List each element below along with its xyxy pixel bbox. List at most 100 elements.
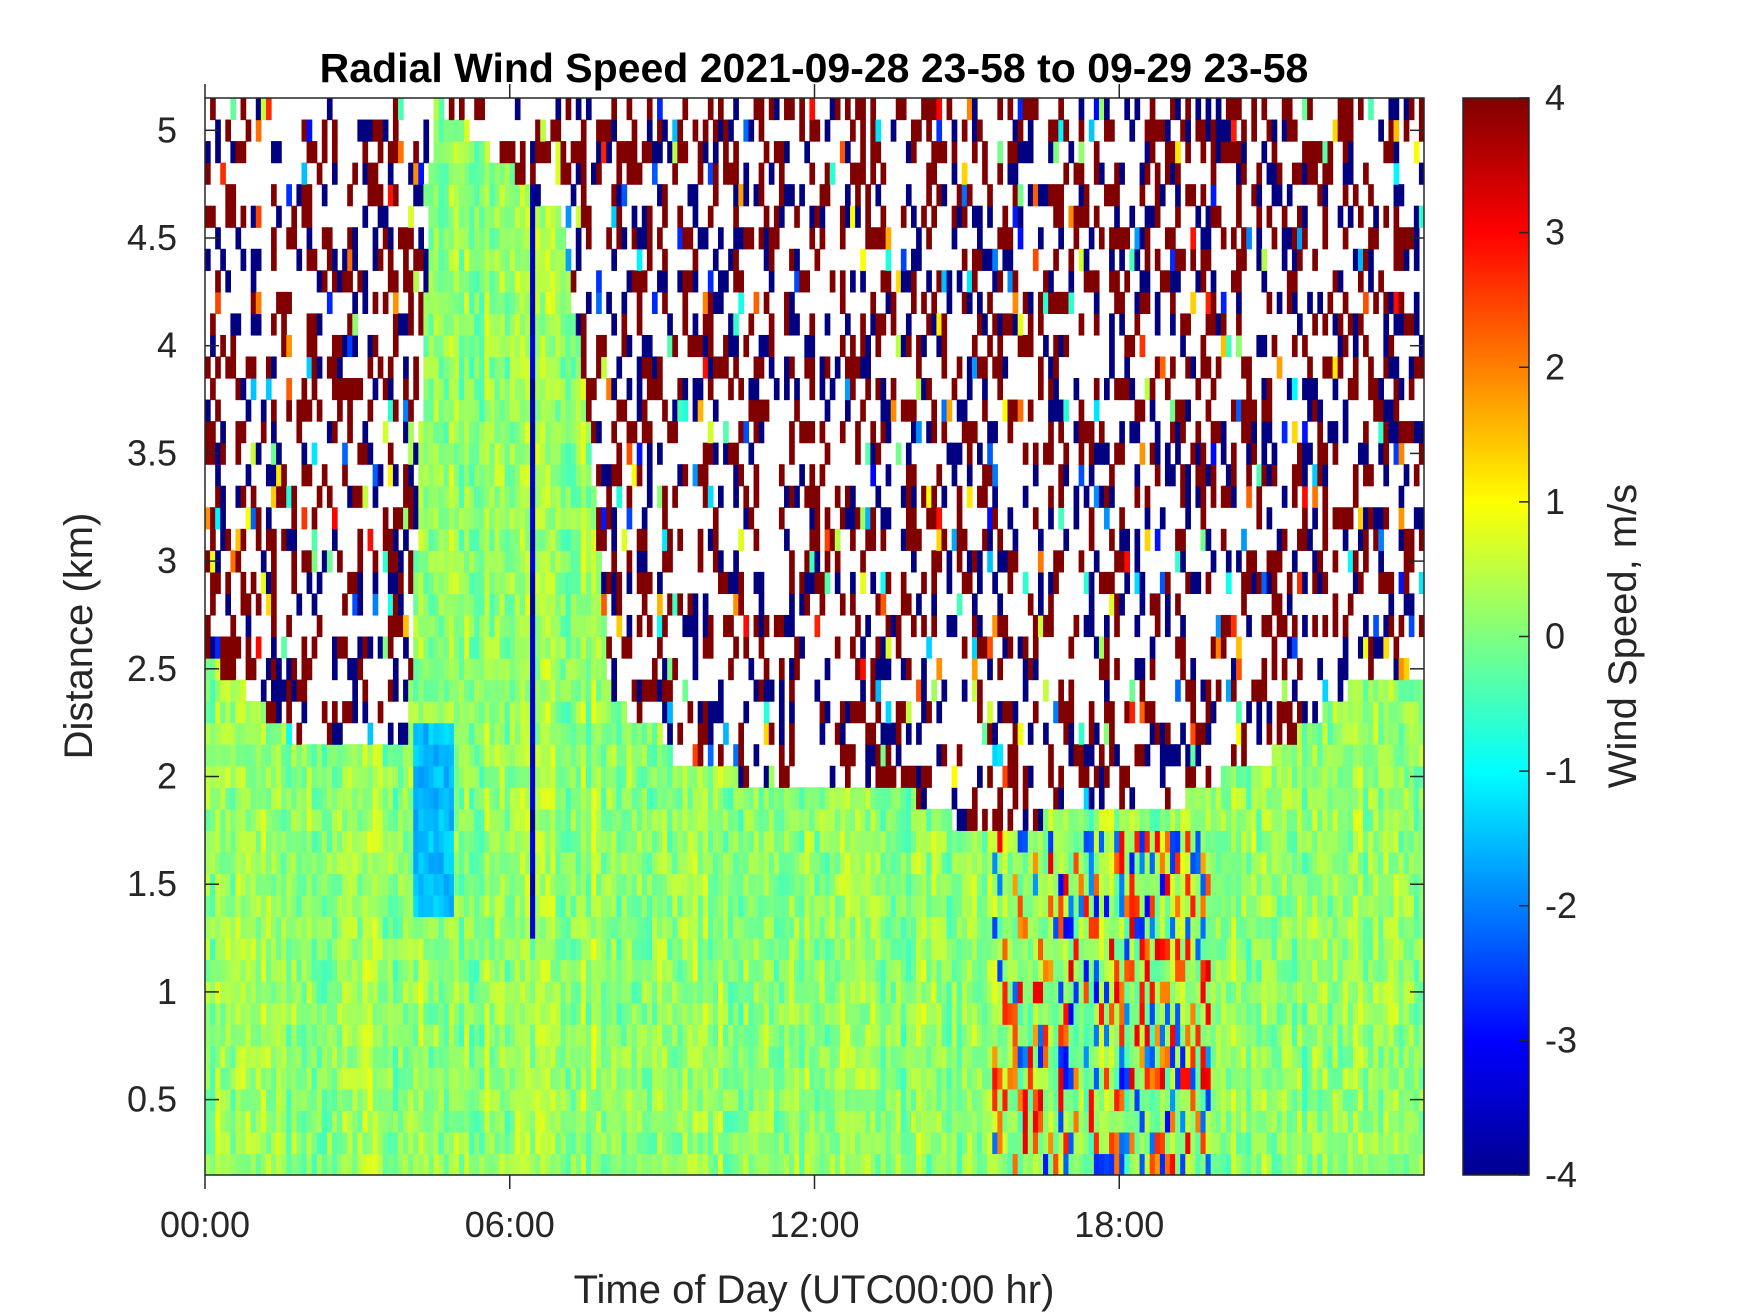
heatmap-cell	[453, 227, 460, 250]
heatmap-cell	[453, 636, 460, 659]
heatmap-cell	[809, 1024, 816, 1047]
heatmap-cell	[636, 981, 643, 1004]
heatmap-cell	[382, 787, 389, 810]
heatmap-cell	[408, 1002, 414, 1025]
heatmap-cell	[423, 593, 430, 616]
heatmap-cell	[519, 356, 526, 379]
heatmap-cell	[585, 1110, 592, 1133]
heatmap-cell	[697, 378, 704, 401]
heatmap-cell	[834, 571, 841, 595]
heatmap-cell	[387, 1153, 394, 1175]
heatmap-cell	[499, 421, 506, 444]
heatmap-cell	[362, 765, 369, 788]
heatmap-cell	[265, 356, 272, 379]
heatmap-cell	[784, 1045, 790, 1068]
heatmap-cell	[535, 184, 541, 207]
heatmap-cell	[276, 894, 282, 918]
heatmap-cell	[205, 1024, 211, 1047]
heatmap-cell	[215, 830, 221, 853]
heatmap-cell	[265, 744, 272, 767]
heatmap-cell	[524, 787, 531, 810]
heatmap-cell	[565, 507, 572, 530]
heatmap-cell	[438, 141, 445, 164]
heatmap-cell	[667, 959, 673, 982]
heatmap-cell	[347, 227, 353, 250]
heatmap-cell	[601, 722, 607, 745]
heatmap-cell	[560, 270, 567, 293]
heatmap-cell	[860, 248, 866, 271]
heatmap-cell	[662, 528, 668, 551]
heatmap-cell	[895, 1067, 902, 1090]
heatmap-cell	[479, 399, 485, 422]
heatmap-cell	[286, 1088, 292, 1111]
heatmap-cell	[205, 205, 211, 228]
heatmap-cell	[880, 571, 887, 595]
heatmap-cell	[347, 1002, 353, 1025]
heatmap-cell	[291, 1131, 298, 1155]
heatmap-cell	[535, 679, 541, 702]
heatmap-cell	[834, 1131, 841, 1155]
heatmap-cell	[321, 701, 328, 724]
heatmap-cell	[911, 1110, 917, 1133]
heatmap-cell	[250, 248, 257, 271]
heatmap-cell	[636, 571, 643, 595]
heatmap-cell	[707, 442, 714, 465]
heatmap-cell	[225, 722, 231, 745]
heatmap-cell	[697, 873, 704, 896]
heatmap-cell	[611, 571, 618, 595]
heatmap-cell	[844, 184, 851, 207]
heatmap-cell	[519, 894, 526, 918]
heatmap-cell	[718, 571, 724, 595]
heatmap-cell	[636, 1067, 643, 1090]
heatmap-cell	[469, 291, 475, 314]
heatmap-cell	[718, 119, 724, 142]
heatmap-cell	[306, 205, 313, 228]
heatmap-cell	[357, 916, 364, 939]
heatmap-cell	[768, 270, 775, 293]
heatmap-cell	[469, 507, 475, 530]
heatmap-cell	[210, 959, 216, 982]
heatmap-cell	[677, 141, 684, 164]
heatmap-cell	[712, 894, 719, 918]
heatmap-cell	[672, 485, 678, 508]
heatmap-cell	[464, 378, 470, 401]
heatmap-cell	[636, 291, 643, 314]
heatmap-cell	[271, 1110, 277, 1133]
heatmap-cell	[453, 765, 460, 788]
heatmap-cell	[753, 399, 760, 422]
heatmap-cell	[890, 787, 897, 810]
heatmap-cell	[784, 1110, 790, 1133]
heatmap-cell	[479, 1067, 485, 1090]
heatmap-cell	[733, 162, 739, 185]
heatmap-cell	[784, 141, 790, 164]
heatmap-cell	[448, 399, 455, 422]
heatmap-cell	[890, 830, 897, 853]
heatmap-cell	[265, 1024, 272, 1047]
heatmap-cell	[723, 614, 729, 638]
heatmap-cell	[423, 464, 430, 487]
heatmap-cell	[448, 162, 455, 185]
heatmap-cell	[342, 808, 348, 831]
heatmap-cell	[819, 938, 826, 961]
heatmap-cell	[337, 1024, 343, 1047]
heatmap-cell	[697, 1131, 704, 1155]
heatmap-cell	[575, 507, 582, 530]
heatmap-cell	[565, 765, 572, 788]
heatmap-cell	[265, 830, 272, 853]
heatmap-cell	[651, 744, 658, 767]
heatmap-cell	[494, 464, 501, 487]
heatmap-cell	[352, 744, 358, 767]
heatmap-cell	[799, 421, 805, 444]
heatmap-cell	[347, 808, 353, 831]
heatmap-cell	[636, 679, 643, 702]
heatmap-cell	[824, 399, 831, 422]
heatmap-cell	[778, 205, 785, 228]
heatmap-cell	[215, 507, 221, 530]
heatmap-cell	[905, 701, 912, 724]
heatmap-cell	[301, 205, 308, 228]
heatmap-cell	[758, 636, 765, 659]
heatmap-cell	[357, 808, 364, 831]
heatmap-cell	[403, 528, 409, 551]
heatmap-cell	[814, 248, 821, 271]
heatmap-cell	[291, 205, 298, 228]
